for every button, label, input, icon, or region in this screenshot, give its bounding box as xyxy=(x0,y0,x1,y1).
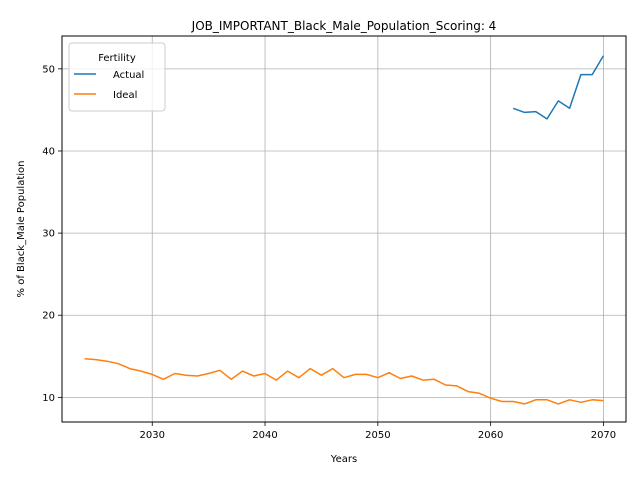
series-line-ideal xyxy=(84,358,604,405)
legend: Fertility Actual Ideal xyxy=(68,42,166,112)
y-tick-label: 50 xyxy=(42,64,55,75)
plot-area-frame xyxy=(61,35,627,423)
y-tick-label: 20 xyxy=(42,311,55,322)
y-tick-label: 30 xyxy=(42,229,55,240)
series-line-actual xyxy=(512,55,605,120)
legend-entries: Actual Ideal xyxy=(74,70,144,101)
x-tick-label: 2070 xyxy=(591,430,616,441)
x-tick-label: 2050 xyxy=(365,430,390,441)
x-tick-label: 2060 xyxy=(478,430,503,441)
legend-label-ideal: Ideal xyxy=(113,90,137,101)
legend-title: Fertility xyxy=(98,53,136,64)
legend-label-actual: Actual xyxy=(113,70,144,81)
chart-title: JOB_IMPORTANT_Black_Male_Population_Scor… xyxy=(191,19,497,33)
series-lines xyxy=(84,55,605,405)
x-tick-label: 2030 xyxy=(140,430,165,441)
x-axis-label: Years xyxy=(330,454,357,465)
grid xyxy=(62,36,626,422)
y-axis-label: % of Black_Male Population xyxy=(16,161,27,298)
y-tick-label: 40 xyxy=(42,146,55,157)
y-tick-label: 10 xyxy=(42,393,55,404)
x-tick-label: 2040 xyxy=(252,430,277,441)
